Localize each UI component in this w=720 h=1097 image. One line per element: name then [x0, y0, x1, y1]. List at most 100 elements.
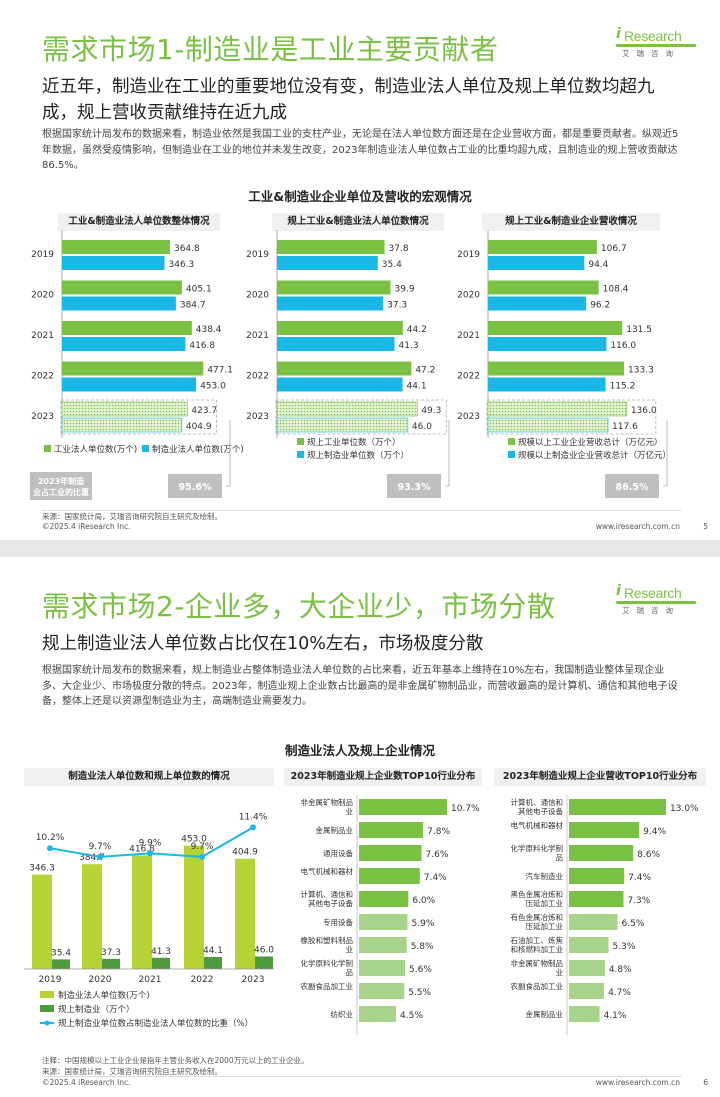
bar-a	[488, 321, 623, 335]
legend-label-a: 规上工业单位数（万个）	[307, 437, 401, 448]
bar-total	[235, 858, 255, 969]
chart-head-3: 规上工业&制造业企业营收情况	[482, 213, 660, 231]
top-name-line2: 品	[556, 853, 564, 862]
share-value: 86.5%	[616, 482, 649, 493]
footer-url[interactable]: www.iresearch.com.cn	[595, 522, 680, 531]
bar-b-label: 384.7	[180, 301, 206, 311]
legend-label-b: 规模以上制造业企业营收总计（万亿元）	[518, 450, 671, 461]
bar-a-label: 405.1	[186, 285, 212, 295]
footer-copyright: ©2025.4 iResearch Inc.	[42, 522, 131, 531]
page-title: 需求市场1-制造业是工业主要贡献者	[42, 33, 499, 66]
bar-b	[277, 337, 395, 351]
top-name-line1: 农副食品加工业	[301, 981, 354, 991]
top-name-line1: 黑色金属冶炼和	[511, 889, 564, 899]
year-label: 2020	[246, 291, 269, 301]
top-bar	[359, 914, 408, 930]
ratio-label: 9.7%	[89, 842, 112, 852]
top-bar-label: 5.8%	[411, 942, 434, 952]
top-bar	[569, 1006, 600, 1022]
top-bar	[569, 799, 666, 815]
footer-note: 注释：中国规模以上工业企业是指年主营业务收入在2000万元以上的工业企业。	[42, 1056, 309, 1065]
top-bar-label: 5.5%	[408, 988, 431, 998]
iresearch-logo: i Research 艾瑞咨询	[616, 581, 698, 617]
bar-b	[277, 296, 384, 311]
ratio-point	[97, 853, 103, 860]
bar-b	[488, 296, 587, 311]
top-bar-label: 4.1%	[604, 1011, 627, 1021]
bar-b-label: 404.9	[186, 422, 212, 432]
bar-b-label: 116.0	[610, 341, 636, 351]
bar-total-label: 453.0	[181, 835, 207, 845]
bar-b	[276, 417, 409, 433]
bar-b-label: 41.3	[399, 341, 419, 351]
bar-total-label: 404.9	[232, 848, 258, 858]
top-bar-label: 9.4%	[643, 827, 666, 837]
highlight-box	[60, 399, 217, 435]
top-name-line2: 业	[346, 944, 354, 954]
bar-b	[62, 337, 186, 351]
bar-b-label: 46.0	[412, 422, 432, 432]
bar-a-label: 44.2	[407, 325, 427, 335]
bar-total	[184, 845, 204, 969]
bar-b	[488, 377, 606, 392]
footer-source: 来源：国家统计局，艾瑞咨询研究院自主研究及绘制。	[42, 512, 222, 521]
year-label: 2023	[246, 412, 269, 422]
top-bar	[569, 983, 605, 999]
top-name-line2: 压延加工业	[526, 898, 564, 908]
bar-a	[62, 240, 170, 254]
bar-b-label: 115.2	[610, 382, 636, 392]
top-name: 金属制品业	[526, 1009, 564, 1019]
bar-b-label: 35.4	[382, 260, 402, 270]
year-label: 2022	[457, 372, 480, 382]
top-name-line2: 其他电子设备	[308, 898, 353, 908]
top-bar-label: 5.3%	[613, 942, 636, 952]
top-bar-label: 5.6%	[409, 965, 432, 975]
year-label: 2022	[31, 372, 54, 382]
bar-b	[62, 256, 165, 270]
top-name: 专用设备	[323, 917, 353, 927]
chart-head-2: 规上工业&制造业法人单位数情况	[272, 213, 444, 231]
top-bar-label: 5.9%	[412, 919, 435, 929]
top-bar	[359, 845, 422, 861]
bar-a	[62, 361, 204, 376]
footer-url[interactable]: www.iresearch.com.cn	[595, 1078, 680, 1087]
top-name-line1: 非金属矿物制品	[511, 958, 564, 968]
share-label-line2: 业占工业的比重	[33, 487, 89, 497]
top-name-line1: 石油加工、炼焦	[511, 935, 564, 945]
legend-swatch-above	[40, 1005, 54, 1012]
bar-a	[488, 361, 625, 376]
legend-label-ratio: 规上制造业单位数占制造业法人单位数的比重（%）	[58, 1018, 253, 1029]
bar-total-label: 346.3	[29, 864, 55, 874]
bar-b	[62, 296, 176, 311]
top-bar	[359, 822, 424, 838]
footer-line	[42, 510, 682, 511]
bar-b-label: 453.0	[200, 382, 226, 392]
legend-swatch-a	[44, 445, 51, 452]
bar-b-label: 346.3	[169, 260, 195, 270]
legend-swatch-a	[508, 438, 515, 445]
logo-i: i	[616, 26, 621, 42]
bar-total	[82, 864, 102, 969]
bar-a	[62, 321, 192, 335]
top-bar-label: 6.0%	[412, 896, 435, 906]
bar-total-label: 416.8	[129, 844, 155, 854]
ratio-label: 11.4%	[239, 812, 268, 822]
legend-label-a: 规模以上工业企业营收总计（万亿元）	[518, 437, 663, 448]
top-name-line1: 电气机械和器材	[511, 820, 564, 830]
top-count-head: 2023年制造业规上企业数TOP10行业分布	[284, 768, 482, 786]
top-name-line2: 品	[346, 968, 354, 977]
top-bar	[359, 937, 407, 953]
bar-b	[277, 377, 403, 392]
year-label: 2023	[31, 412, 54, 422]
legend-label-total: 制造业法人单位数(万个)	[58, 990, 150, 1001]
top-bar	[569, 960, 605, 976]
logo-text: Research	[624, 28, 682, 44]
legend-label-a: 工业法人单位数(万个)	[54, 444, 137, 455]
top-name-line1: 电气机械和器材	[301, 866, 354, 876]
top-name-line2: 压延加工业	[526, 921, 564, 931]
ratio-label: 9.9%	[139, 838, 162, 848]
bar-above	[204, 956, 222, 969]
top-name-line1: 农副食品加工业	[511, 981, 564, 991]
footer-source: 来源：国家统计局，艾瑞咨询研究院自主研究及绘制。	[42, 1067, 222, 1076]
bar-b-label: 96.2	[590, 301, 610, 311]
